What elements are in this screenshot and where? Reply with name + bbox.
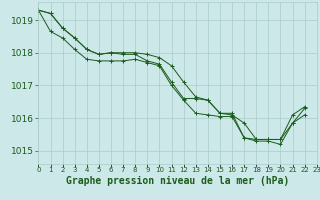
X-axis label: Graphe pression niveau de la mer (hPa): Graphe pression niveau de la mer (hPa) (66, 176, 289, 186)
